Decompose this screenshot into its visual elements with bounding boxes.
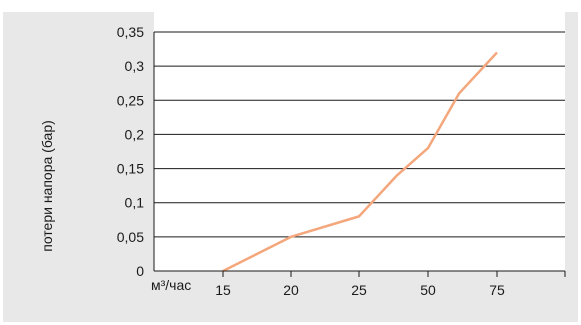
y-tick-label: 0,15 [117,161,144,177]
x-tick-label: 20 [283,282,299,298]
y-tick-labels: 0 0,05 0,1 0,15 0,2 0,25 0,3 0,35 [117,24,144,279]
y-tick-label: 0,35 [117,24,144,40]
y-tick-label: 0,3 [125,58,145,74]
x-tick-label: 50 [420,282,436,298]
x-tick-label: 25 [351,282,367,298]
y-axis-title: потери напора (бар) [39,120,55,252]
x-tick-label: 15 [215,282,231,298]
plot-area [154,0,565,271]
x-axis-title: м³/час [151,277,191,293]
y-tick-label: 0,1 [125,195,145,211]
y-tick-label: 0 [136,263,144,279]
y-tick-label: 0,05 [117,229,144,245]
y-tick-label: 0,2 [125,126,145,142]
x-tick-labels: 15 20 25 50 75 [215,271,566,298]
x-tick-label: 75 [489,282,505,298]
grid-lines [154,31,565,238]
y-tick-label: 0,25 [117,92,144,108]
